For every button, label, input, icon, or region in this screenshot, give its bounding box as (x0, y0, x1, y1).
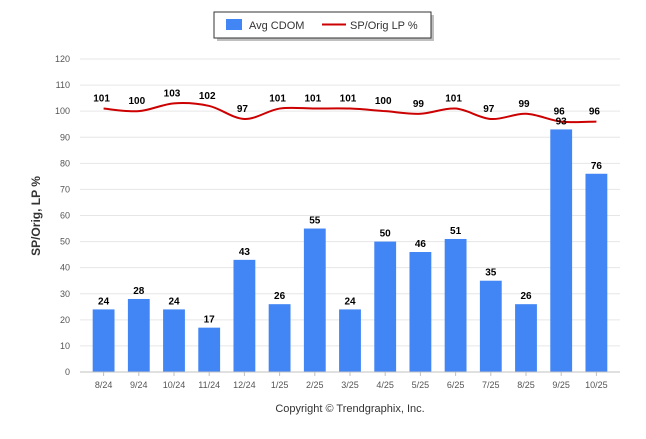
bar (409, 252, 432, 372)
y-tick-label: 40 (60, 263, 70, 273)
x-tick-label: 12/24 (233, 380, 256, 390)
line-data-label: 101 (445, 94, 462, 105)
bar (92, 309, 115, 372)
line-data-label: 101 (304, 94, 321, 105)
bar (550, 129, 573, 372)
bar-data-label: 28 (133, 286, 145, 297)
y-axis-ticks: 0 10 20 30 40 50 60 70 80 90 100 110 120 (55, 54, 70, 377)
y-tick-label: 100 (55, 106, 70, 116)
bar-data-label: 55 (309, 216, 321, 227)
line-data-label: 97 (483, 104, 495, 115)
line-data-labels: 101 100 103 102 97 101 101 101 100 99 101 97 99 96 96 (93, 88, 600, 117)
line-data-label: 99 (518, 99, 530, 110)
bar-data-label: 35 (485, 268, 497, 279)
bar (127, 298, 150, 372)
x-tick-label: 4/25 (376, 380, 394, 390)
bar (374, 241, 397, 372)
y-axis-label: SP/Orig, LP % (29, 176, 43, 256)
bar-data-label: 76 (591, 161, 603, 172)
bar-data-label: 17 (204, 315, 216, 326)
x-tick-label: 5/25 (412, 380, 430, 390)
bar-data-label: 51 (450, 226, 462, 237)
line-data-label: 100 (128, 96, 145, 107)
legend: Avg CDOM SP/Orig LP % (213, 11, 434, 41)
bar (515, 304, 537, 372)
bar (303, 228, 326, 372)
bar (163, 309, 185, 372)
x-tick-label: 9/24 (130, 380, 148, 390)
line-data-label: 100 (375, 96, 392, 107)
y-tick-label: 50 (60, 237, 70, 247)
line-data-label: 97 (237, 104, 249, 115)
x-tick-label: 7/25 (482, 380, 500, 390)
line-data-label: 101 (269, 94, 286, 105)
bar-data-label: 24 (98, 296, 110, 307)
y-tick-label: 90 (60, 132, 70, 142)
y-tick-label: 110 (56, 80, 70, 90)
bar (479, 280, 502, 372)
sp-orig-lp-line (103, 102, 597, 124)
bar (339, 309, 361, 372)
legend-label-avg-cdom: Avg CDOM (249, 20, 304, 32)
bar (444, 238, 467, 372)
x-tick-label: 2/25 (306, 380, 324, 390)
x-tick-label: 11/24 (198, 380, 220, 390)
bar (198, 327, 221, 372)
line-data-label: 102 (199, 91, 216, 102)
bar-data-label: 46 (415, 239, 427, 250)
line-data-label: 96 (589, 107, 601, 118)
y-tick-label: 20 (60, 315, 70, 325)
bar-data-label: 43 (239, 247, 251, 258)
line-series-sp-orig-lp (103, 102, 597, 124)
legend-bar-swatch (226, 19, 242, 30)
y-tick-label: 30 (60, 289, 70, 299)
x-tick-label: 10/24 (163, 380, 186, 390)
x-axis-ticks: 8/24 9/24 10/24 11/24 12/24 1/25 2/25 3/25 4/25 5… (95, 372, 608, 390)
bar-data-label: 26 (520, 291, 532, 302)
bar (585, 173, 608, 372)
bar-series-avg-cdom (92, 129, 608, 372)
legend-label-sp-orig-lp: SP/Orig LP % (350, 20, 418, 32)
bar-data-labels: 24 28 24 17 43 26 55 24 50 46 51 35 26 93 76 (98, 116, 602, 325)
y-tick-label: 60 (60, 211, 70, 221)
bar-data-label: 24 (168, 296, 180, 307)
bar-data-label: 26 (274, 291, 286, 302)
bar-data-label: 50 (380, 229, 392, 240)
line-data-label: 99 (413, 99, 425, 110)
x-tick-label: 10/25 (585, 380, 608, 390)
legend-box (213, 11, 432, 39)
y-tick-label: 80 (60, 158, 70, 168)
line-data-label: 96 (554, 107, 566, 118)
y-tick-label: 70 (60, 184, 70, 194)
x-tick-label: 9/25 (552, 380, 570, 390)
line-data-label: 101 (93, 94, 110, 105)
bar (268, 304, 291, 372)
y-tick-label: 0 (65, 367, 70, 377)
x-tick-label: 8/25 (517, 380, 535, 390)
x-tick-label: 3/25 (341, 380, 359, 390)
line-data-label: 103 (164, 88, 181, 99)
copyright-credit: Copyright © Trendgraphix, Inc. (275, 403, 424, 415)
bar (233, 259, 256, 372)
line-data-label: 101 (340, 94, 357, 105)
bar-data-label: 24 (344, 296, 356, 307)
x-tick-label: 1/25 (271, 380, 289, 390)
y-tick-label: 10 (60, 341, 70, 351)
bar-data-label: 93 (556, 116, 568, 127)
x-tick-label: 8/24 (95, 380, 113, 390)
x-tick-label: 6/25 (447, 380, 465, 390)
y-tick-label: 120 (55, 54, 70, 64)
